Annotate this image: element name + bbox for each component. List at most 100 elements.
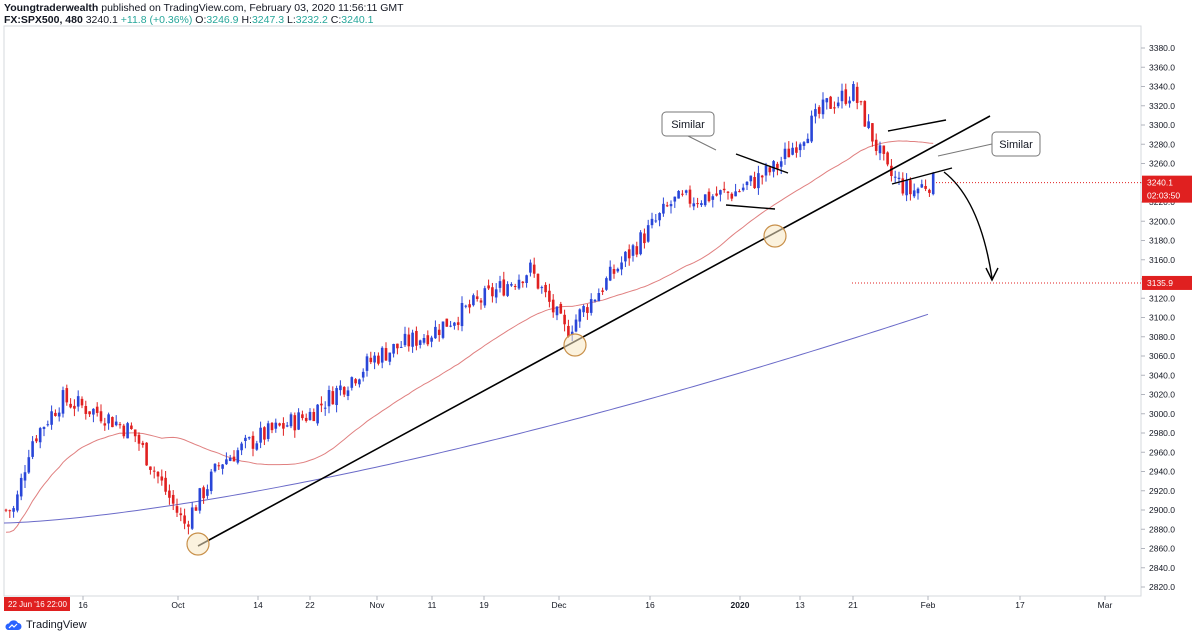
candle-body[interactable] [635, 246, 639, 255]
candle-body[interactable] [187, 524, 190, 527]
candle-body[interactable] [829, 96, 832, 109]
candle-body[interactable] [840, 90, 844, 102]
candle-body[interactable] [133, 429, 137, 437]
candle-body[interactable] [57, 412, 61, 417]
candle-body[interactable] [202, 487, 205, 499]
candle-body[interactable] [836, 102, 840, 107]
candle-body[interactable] [441, 321, 445, 338]
candle-body[interactable] [323, 407, 327, 409]
candle-body[interactable] [304, 417, 308, 421]
candle-body[interactable] [369, 357, 373, 363]
candle-body[interactable] [122, 425, 126, 437]
candle-body[interactable] [658, 213, 661, 221]
candle-body[interactable] [548, 290, 551, 302]
candle-body[interactable] [764, 165, 768, 176]
candle-body[interactable] [285, 425, 289, 427]
candle-body[interactable] [814, 109, 817, 117]
candle-body[interactable] [551, 299, 555, 313]
candle-body[interactable] [84, 406, 88, 414]
candle-body[interactable] [612, 268, 616, 274]
candle-body[interactable] [711, 196, 715, 200]
price-axis[interactable]: 3380.0 3360.0 3340.0 3320.0 3300.0 3280.0 3260… [1141, 43, 1175, 592]
candle-body[interactable] [179, 513, 183, 516]
candle-body[interactable] [228, 457, 232, 461]
candle-body[interactable] [54, 412, 57, 416]
candle-body[interactable] [570, 331, 574, 335]
candle-body[interactable] [293, 415, 297, 431]
candle-body[interactable] [247, 437, 251, 439]
pattern-left-bottom[interactable] [725, 204, 776, 210]
candle-body[interactable] [468, 304, 471, 308]
candle-body[interactable] [631, 245, 635, 256]
candle-body[interactable] [426, 335, 430, 345]
candle-body[interactable] [274, 422, 278, 429]
candle-body[interactable] [95, 406, 99, 413]
candle-body[interactable] [392, 343, 395, 354]
candle-body[interactable] [12, 508, 15, 512]
candle-body[interactable] [399, 346, 403, 348]
candle-body[interactable] [662, 203, 665, 214]
candle-body[interactable] [555, 306, 559, 316]
candle-body[interactable] [354, 379, 357, 384]
candle-body[interactable] [388, 352, 392, 362]
candle-body[interactable] [225, 459, 228, 465]
candle-body[interactable] [118, 424, 122, 426]
candle-body[interactable] [99, 411, 103, 422]
candle-body[interactable] [437, 329, 441, 336]
candle-body[interactable] [719, 190, 722, 195]
time-axis[interactable]: 16 Oct 14 22 Nov 11 19 Dec 16 2020 13 21 Feb 17 Mar 22 … [4, 596, 1112, 611]
candle-body[interactable] [316, 404, 319, 424]
candle-body[interactable] [183, 515, 186, 524]
candle-body[interactable] [42, 427, 46, 429]
candle-body[interactable] [164, 477, 167, 492]
candle-body[interactable] [361, 371, 365, 378]
candle-body[interactable] [768, 167, 772, 173]
candle-body[interactable] [529, 262, 532, 273]
candle-body[interactable] [373, 355, 376, 363]
candle-body[interactable] [867, 121, 870, 128]
candle-body[interactable] [707, 191, 711, 202]
candle-body[interactable] [654, 220, 658, 222]
candle-body[interactable] [681, 193, 684, 195]
candle-body[interactable] [339, 385, 342, 391]
candle-body[interactable] [130, 425, 133, 429]
candle-body[interactable] [149, 466, 152, 470]
trendline-main[interactable] [197, 115, 991, 547]
candle-body[interactable] [263, 427, 266, 440]
candle-body[interactable] [365, 356, 369, 371]
candle-body[interactable] [726, 191, 730, 193]
candle-body[interactable] [282, 423, 285, 429]
pattern-left-top[interactable] [735, 153, 789, 174]
candle-body[interactable] [783, 148, 787, 160]
candle-body[interactable] [646, 225, 650, 242]
candle-body[interactable] [506, 284, 509, 296]
drawings[interactable]: Similar Similar [186, 111, 1141, 556]
candle-body[interactable] [502, 279, 506, 296]
candle-body[interactable] [901, 178, 905, 194]
candle-body[interactable] [608, 266, 612, 281]
candle-body[interactable] [312, 411, 316, 422]
candle-body[interactable] [753, 177, 756, 189]
candle-body[interactable] [464, 305, 468, 307]
candle-body[interactable] [745, 181, 749, 186]
candle-body[interactable] [31, 441, 34, 457]
candle-body[interactable] [320, 403, 323, 406]
candle-body[interactable] [111, 417, 114, 428]
candle-body[interactable] [171, 494, 175, 504]
candle-body[interactable] [221, 464, 224, 469]
candle-body[interactable] [445, 318, 449, 327]
candle-body[interactable] [175, 506, 179, 513]
candle-body[interactable] [692, 203, 696, 207]
candle-body[interactable] [703, 194, 707, 206]
candle-body[interactable] [532, 264, 536, 274]
candle-body[interactable] [396, 343, 399, 349]
projection-arrow[interactable] [943, 171, 993, 279]
candle-body[interactable] [540, 287, 544, 289]
candle-body[interactable] [859, 101, 863, 103]
candle-body[interactable] [593, 299, 597, 302]
candle-body[interactable] [738, 191, 741, 193]
candle-body[interactable] [931, 172, 935, 195]
candle-body[interactable] [909, 180, 912, 195]
candle-body[interactable] [517, 279, 521, 289]
pattern-right-top[interactable] [887, 119, 947, 132]
